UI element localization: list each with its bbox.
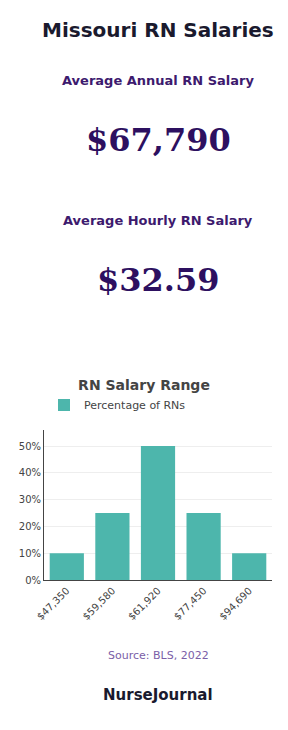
svg-text:Average Hourly RN Salary: Average Hourly RN Salary xyxy=(63,213,253,228)
svg-text:$61,920: $61,920 xyxy=(126,585,163,622)
svg-text:Source: BLS, 2022: Source: BLS, 2022 xyxy=(108,649,209,662)
svg-text:$77,450: $77,450 xyxy=(172,585,209,622)
svg-text:40%: 40% xyxy=(19,467,41,478)
svg-text:$32.59: $32.59 xyxy=(97,261,219,299)
svg-text:10%: 10% xyxy=(19,548,41,559)
svg-text:Missouri RN Salaries: Missouri RN Salaries xyxy=(42,18,274,42)
svg-text:$94,690: $94,690 xyxy=(217,585,254,622)
svg-text:Average Annual RN Salary: Average Annual RN Salary xyxy=(62,73,254,88)
svg-text:20%: 20% xyxy=(19,521,41,532)
svg-text:50%: 50% xyxy=(19,441,41,452)
svg-text:$47,350: $47,350 xyxy=(35,585,72,622)
svg-text:30%: 30% xyxy=(19,494,41,505)
svg-text:$67,790: $67,790 xyxy=(86,121,231,159)
svg-text:NurseJournal: NurseJournal xyxy=(103,686,213,704)
svg-text:0%: 0% xyxy=(25,575,41,586)
svg-text:Percentage of RNs: Percentage of RNs xyxy=(84,399,185,412)
svg-text:RN Salary Range: RN Salary Range xyxy=(78,377,210,393)
svg-text:$59,580: $59,580 xyxy=(80,585,117,622)
